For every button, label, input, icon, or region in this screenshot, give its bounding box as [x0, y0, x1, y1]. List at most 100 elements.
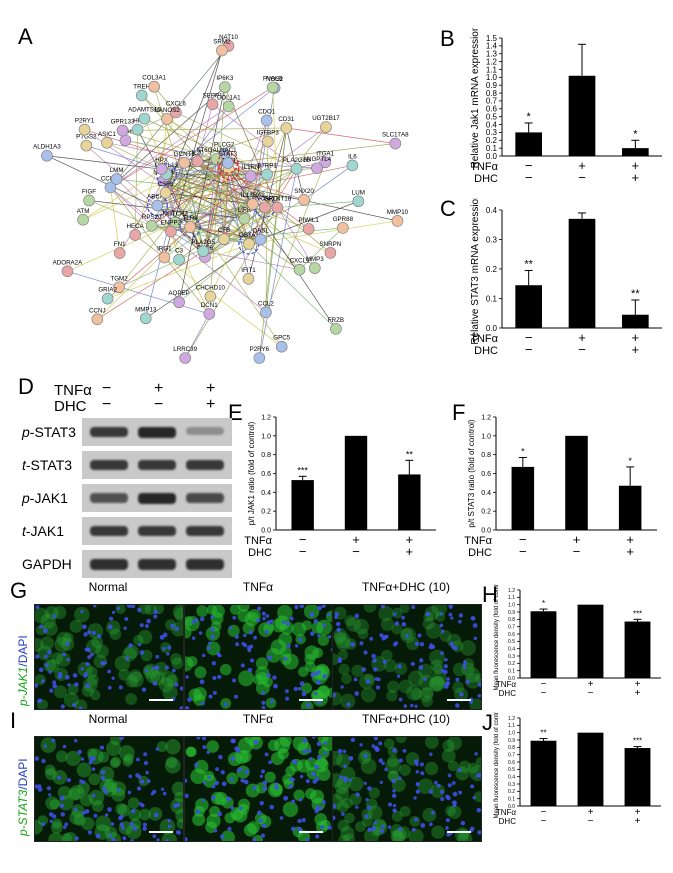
- nucleus: [414, 759, 419, 765]
- cell-signal: [310, 789, 325, 804]
- blot-band: [138, 559, 176, 570]
- nucleus: [37, 699, 41, 704]
- nucleus: [238, 806, 243, 811]
- nucleus: [337, 658, 343, 664]
- cell-signal: [408, 828, 424, 841]
- nucleus: [211, 784, 216, 789]
- cell-signal: [346, 616, 362, 632]
- nucleus: [84, 647, 89, 652]
- cell-signal: [274, 737, 291, 754]
- nucleus: [394, 621, 400, 626]
- nucleus: [317, 754, 322, 760]
- cell-signal: [390, 824, 404, 837]
- network-node-label: HPX: [155, 157, 168, 164]
- nucleus: [445, 681, 450, 687]
- nucleus: [289, 616, 294, 621]
- cell-signal: [87, 748, 98, 759]
- nucleus: [77, 749, 82, 755]
- nucleus: [126, 605, 132, 608]
- nucleus: [35, 683, 39, 688]
- nucleus: [458, 790, 463, 795]
- network-node-label: LMM: [110, 167, 124, 174]
- cell-signal: [475, 673, 481, 684]
- network-node-label: IGFBP3: [257, 129, 280, 136]
- cell-signal: [351, 664, 364, 678]
- nucleus: [210, 627, 215, 632]
- nucleus: [375, 685, 381, 690]
- nucleus: [139, 623, 144, 628]
- nucleus: [199, 616, 205, 622]
- micrograph-header: Normal: [88, 712, 128, 726]
- network-node: [179, 352, 191, 364]
- nucleus: [59, 795, 65, 801]
- cell-signal: [469, 765, 481, 782]
- cell-signal: [333, 631, 346, 645]
- cell-signal: [432, 663, 444, 675]
- nucleus: [105, 813, 109, 817]
- network-node-label: NOTCH3: [163, 211, 189, 218]
- condition-sign: −: [525, 170, 533, 185]
- nucleus: [155, 654, 160, 659]
- cell-signal: [390, 830, 404, 841]
- cell-signal: [431, 825, 445, 839]
- nucleus: [291, 826, 296, 832]
- cell-signal: [115, 605, 126, 614]
- side-label-g-dapi: /DAPI: [16, 635, 30, 667]
- nucleus: [87, 655, 92, 660]
- cell-signal: [341, 673, 352, 685]
- significance-mark: **: [524, 258, 533, 270]
- network-node-label: AQPEP: [168, 290, 189, 297]
- nucleus: [91, 630, 96, 635]
- cell-signal: [391, 831, 405, 841]
- cell-signal: [90, 689, 101, 701]
- nucleus: [348, 755, 354, 761]
- nucleus: [173, 803, 178, 809]
- cell-signal: [340, 693, 356, 709]
- network-edge: [67, 270, 210, 315]
- nucleus: [131, 809, 136, 814]
- bar: [577, 732, 604, 806]
- network-node-label: HECA: [127, 223, 145, 230]
- blot-band: [90, 526, 128, 536]
- nucleus: [49, 819, 53, 824]
- cell-signal: [297, 741, 312, 756]
- cell-signal: [282, 801, 299, 817]
- nucleus: [221, 781, 227, 787]
- nucleus: [223, 702, 228, 707]
- network-node: [83, 194, 95, 207]
- cell-signal: [336, 800, 349, 813]
- nucleus: [335, 621, 341, 627]
- blot-band: [138, 427, 176, 438]
- cell-signal: [363, 605, 377, 613]
- nucleus: [315, 834, 320, 839]
- cell-signal: [419, 687, 434, 702]
- nucleus: [472, 796, 476, 800]
- y-tick-label: 0.5: [508, 639, 515, 645]
- highlight-ring: [217, 152, 239, 174]
- network-node-label: CCL20: [101, 175, 121, 182]
- nucleus: [380, 605, 385, 609]
- scale-bar: [149, 699, 173, 701]
- nucleus: [35, 654, 40, 659]
- condition-label: DHC: [474, 173, 498, 185]
- cell-signal: [122, 756, 133, 767]
- highlight-ring: [146, 195, 168, 217]
- network-node-label: ASIC1: [98, 131, 116, 138]
- nucleus: [322, 673, 327, 679]
- nucleus: [322, 623, 327, 628]
- network-node-label: ADAMTS15: [128, 107, 161, 114]
- blot-protein-label: GAPDH: [22, 556, 72, 572]
- blot-strip: [82, 550, 232, 578]
- nucleus: [302, 748, 308, 754]
- y-tick-label: 0.8: [481, 452, 491, 459]
- nucleus: [187, 697, 192, 702]
- cell-signal: [267, 782, 283, 798]
- network-node: [330, 323, 342, 335]
- network-node-label: DCN1: [201, 302, 218, 309]
- nucleus: [93, 813, 98, 818]
- nucleus: [191, 620, 195, 624]
- nucleus: [145, 624, 149, 628]
- network-node: [219, 81, 231, 93]
- network-edge: [303, 165, 353, 201]
- network-node: [110, 173, 123, 185]
